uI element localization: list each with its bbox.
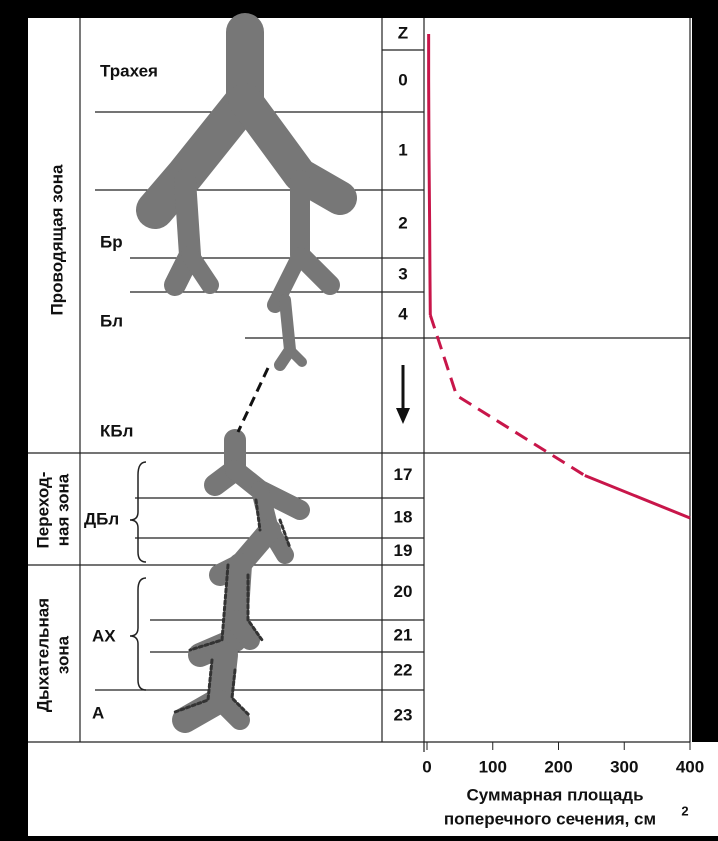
structure-label: АХ <box>92 626 116 645</box>
down-arrow <box>396 365 410 424</box>
generation-label: 21 <box>394 625 413 644</box>
x-tick-label: 0 <box>422 757 431 776</box>
panel <box>28 18 692 742</box>
dashed-arrow <box>236 367 270 433</box>
zone-label: Дыхательная <box>33 598 52 712</box>
zone-label: Проводящая зона <box>47 164 66 315</box>
structure-label: КБл <box>100 421 133 440</box>
bronchial-tree <box>136 13 357 733</box>
brackets <box>129 461 147 691</box>
generation-label: 19 <box>394 541 413 560</box>
generation-label: 0 <box>398 70 407 89</box>
x-tick-label: 100 <box>479 757 507 776</box>
zone-label: ная зона <box>53 473 72 546</box>
generation-label: 4 <box>398 304 408 323</box>
axis-label: поперечного сечения, см <box>444 809 656 828</box>
generation-label: 22 <box>394 660 413 679</box>
x-tick-label: 200 <box>544 757 572 776</box>
axis-label: Суммарная площадь <box>466 785 643 804</box>
area-curve <box>428 314 586 477</box>
axis-label-sup: 2 <box>681 803 688 818</box>
structure-label: Бл <box>100 311 123 330</box>
structure-label: Бр <box>100 232 123 251</box>
generation-label: 20 <box>394 582 413 601</box>
generation-label: 3 <box>398 264 407 283</box>
generation-label: 1 <box>398 140 407 159</box>
structure-label: Трахея <box>100 61 158 80</box>
zone-label: зона <box>53 635 72 674</box>
x-tick-label: 300 <box>610 757 638 776</box>
generation-label: 17 <box>394 465 413 484</box>
area-curve <box>584 474 691 520</box>
area-curve <box>427 34 432 316</box>
zone-label: Переход- <box>33 472 52 549</box>
generation-label: 2 <box>398 213 407 232</box>
generation-label: 18 <box>394 507 413 526</box>
structure-label: А <box>92 703 104 722</box>
generation-label: Z <box>398 23 408 42</box>
x-tick-label: 400 <box>676 757 704 776</box>
generation-label: 23 <box>394 705 413 724</box>
structure-label: ДБл <box>84 509 119 528</box>
alveoli-outline <box>173 498 292 718</box>
axis-area <box>28 742 718 836</box>
